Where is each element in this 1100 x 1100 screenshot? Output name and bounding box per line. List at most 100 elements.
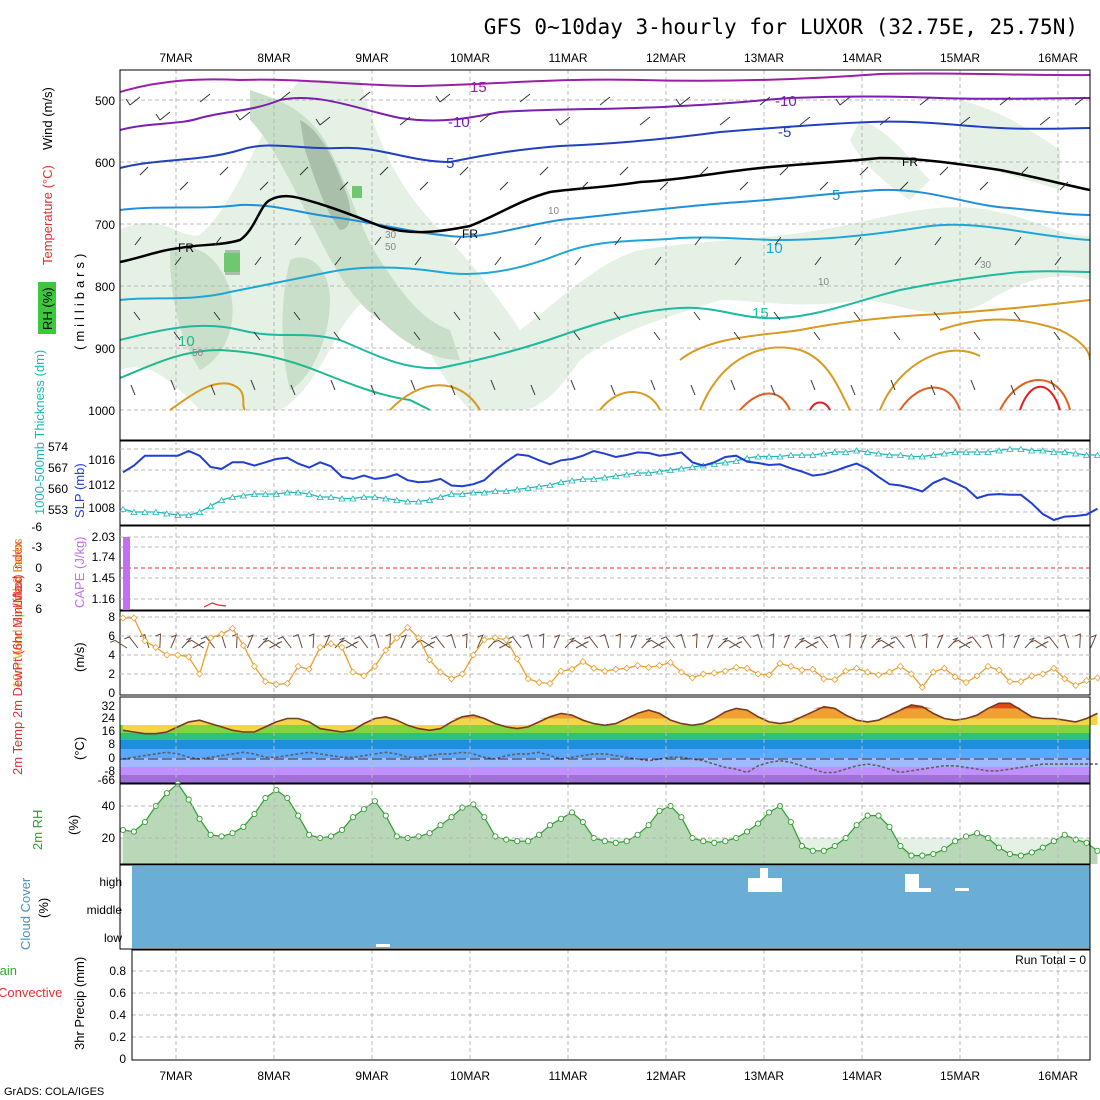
thickness-marker (119, 505, 127, 512)
wind10-marker (721, 667, 729, 675)
top-date-6: 13MAR (744, 51, 784, 65)
top-date-2: 9MAR (355, 51, 389, 65)
thickness-marker (644, 469, 653, 476)
thickness-marker (184, 511, 193, 518)
thickness-marker (688, 463, 697, 470)
thickness-marker (831, 448, 839, 455)
contour-label-1: -10 (448, 114, 470, 131)
thickness-marker (1093, 451, 1100, 458)
wind10-barb (263, 639, 281, 649)
wind10-marker (316, 643, 324, 651)
rh-marker (919, 852, 926, 859)
rh-marker (338, 826, 346, 834)
contour-minus5 (120, 120, 1090, 169)
wind10-marker (798, 666, 806, 674)
wind10-marker (480, 636, 488, 644)
wind10-barb (691, 633, 698, 649)
rh-marker (1017, 852, 1024, 859)
ylabel-thickness: 1000-500mb Thickness (dm) (32, 350, 47, 515)
contour-label-3: -5 (778, 124, 791, 141)
wind10-marker (776, 659, 784, 668)
thickness-marker (776, 453, 784, 460)
wind10-marker (1028, 672, 1036, 680)
wind10-barb (860, 634, 868, 649)
thickness-marker (174, 511, 182, 518)
bottom-date-3: 10MAR (450, 1069, 490, 1083)
thickness-marker (809, 451, 817, 458)
freezing-level (120, 156, 1090, 264)
wind10-marker (765, 671, 773, 679)
wind10-marker (426, 656, 434, 664)
contour-label-2: -10 (775, 93, 797, 110)
contour-label-14: 10 (548, 206, 560, 217)
wind10-barb (269, 641, 283, 649)
wind10-barb (258, 637, 269, 649)
wind10-barb (493, 639, 511, 649)
wind10-barb (599, 633, 610, 649)
p-tick-700: 700 (95, 218, 115, 232)
thickness-marker (371, 493, 379, 500)
li-tick-m6: -6 (31, 520, 42, 534)
wind10-barb (323, 634, 331, 649)
thickness-marker (798, 451, 806, 458)
wind10-barb (575, 641, 589, 649)
thickness-marker (283, 489, 292, 496)
cloud-panel: high middle low Cloud Cover (%) (18, 864, 1091, 950)
cape-tick-203: 2.03 (92, 530, 116, 544)
p-tick-1000: 1000 (88, 404, 115, 418)
rh-marker (306, 831, 313, 838)
contour-label-7: FR (462, 227, 478, 241)
wind10-marker (885, 668, 894, 676)
wind10-barb (953, 639, 971, 649)
rh-marker (809, 847, 816, 854)
wind10-barb (476, 634, 484, 649)
thickness-marker (1050, 448, 1058, 455)
thickness-marker (765, 453, 773, 460)
wind10-marker (973, 672, 981, 680)
rh-marker (130, 828, 137, 835)
bottom-date-axis: 7MAR 8MAR 9MAR 10MAR 11MAR 12MAR 13MAR 1… (159, 1069, 1078, 1083)
top-date-4: 11MAR (548, 51, 587, 65)
thickness-marker (436, 493, 445, 500)
wind10-barb (507, 636, 522, 649)
thickness-marker (261, 490, 270, 497)
ylabel-cloud-unit: (%) (36, 898, 51, 918)
contour-30 (739, 379, 1071, 411)
precip-tick-06: 0.6 (109, 986, 126, 1000)
thickness-marker (601, 474, 609, 481)
cloud-level-middle: middle (87, 903, 123, 917)
wind10-marker (951, 673, 959, 681)
wind10-barb (170, 634, 178, 649)
wind10-marker (666, 659, 675, 667)
credit: GrADS: COLA/IGES (4, 1086, 104, 1098)
rh-marker (295, 812, 302, 819)
wind10-barb (1029, 639, 1048, 649)
wind10-marker (535, 678, 543, 687)
thickness-marker (152, 508, 160, 515)
lifted-index-line (203, 602, 227, 608)
wind10-barb (1013, 634, 1021, 649)
rh-marker (864, 812, 871, 819)
rh-vgrid (175, 784, 1059, 864)
rh-marker (251, 810, 258, 818)
wind10-barb (890, 636, 905, 649)
wind10-barb (553, 634, 561, 649)
wind10-marker (294, 662, 302, 670)
wind10-markers (119, 614, 1100, 691)
thickness-marker (239, 492, 248, 499)
thickness-marker (535, 483, 543, 490)
wind10-barb (339, 639, 358, 649)
thickness-marker (677, 465, 686, 472)
wind10-barb (345, 641, 359, 649)
rh-marker (908, 852, 915, 859)
rh-marker (240, 823, 247, 830)
rh-marker (481, 814, 488, 821)
thickness-marker (666, 466, 675, 473)
contour-10 (120, 223, 1090, 301)
rh-marker (448, 814, 455, 821)
wind10-marker (809, 665, 817, 673)
wind10-barb (192, 641, 206, 649)
wind10-barb (706, 634, 714, 649)
thickness-marker (732, 457, 740, 464)
wind10-panel: 8 6 4 2 0 10m Wind Speed & Barbs (m/s) (10, 538, 1100, 700)
